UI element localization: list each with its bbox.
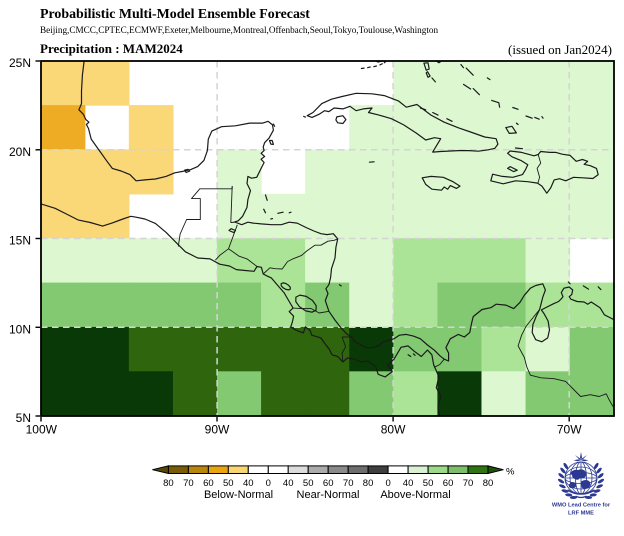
svg-text:%: %: [506, 467, 515, 478]
svg-text:60: 60: [443, 478, 454, 489]
svg-text:70W: 70W: [557, 422, 582, 436]
svg-text:25N: 25N: [9, 56, 31, 70]
svg-text:0: 0: [385, 478, 390, 489]
svg-text:70: 70: [183, 478, 194, 489]
svg-text:10N: 10N: [9, 322, 31, 336]
svg-text:60: 60: [323, 478, 334, 489]
svg-text:50: 50: [303, 478, 314, 489]
svg-text:WMO Lead Centre for: WMO Lead Centre for: [552, 503, 611, 509]
svg-text:40: 40: [283, 478, 294, 489]
svg-text:Above-Normal: Above-Normal: [380, 489, 450, 501]
svg-text:70: 70: [463, 478, 474, 489]
svg-text:5N: 5N: [16, 411, 31, 425]
svg-text:50: 50: [423, 478, 434, 489]
svg-text:100W: 100W: [26, 422, 58, 436]
svg-text:90W: 90W: [205, 422, 230, 436]
svg-text:0: 0: [266, 478, 271, 489]
svg-text:50: 50: [223, 478, 234, 489]
svg-text:80: 80: [163, 478, 174, 489]
svg-text:15N: 15N: [9, 234, 31, 248]
svg-text:Near-Normal: Near-Normal: [297, 489, 360, 501]
svg-text:80: 80: [363, 478, 374, 489]
svg-text:80W: 80W: [381, 422, 406, 436]
svg-text:60: 60: [203, 478, 214, 489]
svg-text:Below-Normal: Below-Normal: [204, 489, 273, 501]
svg-text:40: 40: [243, 478, 254, 489]
svg-text:70: 70: [343, 478, 354, 489]
svg-text:20N: 20N: [9, 145, 31, 159]
svg-text:LRF MME: LRF MME: [568, 511, 594, 517]
svg-text:40: 40: [403, 478, 414, 489]
svg-text:80: 80: [483, 478, 494, 489]
